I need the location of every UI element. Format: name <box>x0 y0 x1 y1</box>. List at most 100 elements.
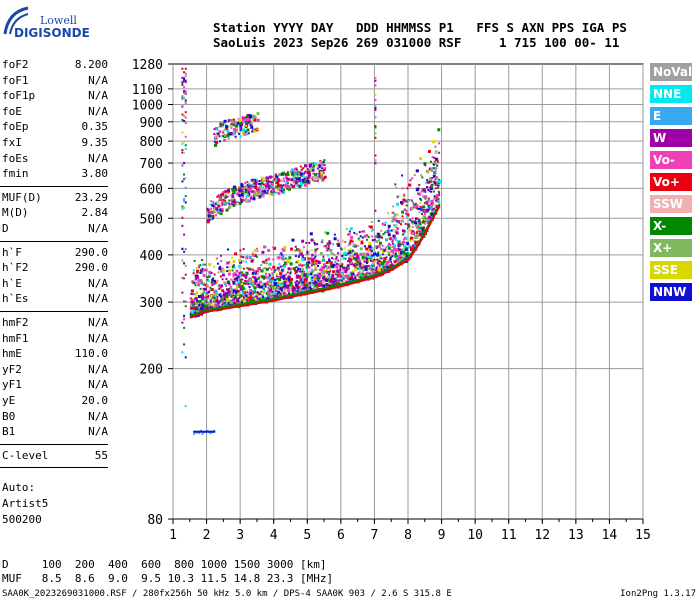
echo-point <box>405 209 408 212</box>
echo-point <box>183 318 186 321</box>
echo-point <box>290 268 293 271</box>
echo-point <box>227 272 231 276</box>
echo-point <box>303 276 306 279</box>
param-row: yF1 N/A <box>2 378 108 393</box>
echo-point <box>224 196 227 199</box>
echo-point <box>183 178 186 181</box>
echo-point <box>306 179 310 183</box>
echo-point <box>296 280 299 283</box>
echo-point <box>426 217 429 220</box>
param-value: 23.29 <box>74 190 108 204</box>
echo-point <box>349 239 353 243</box>
echo-point <box>311 168 315 172</box>
echo-point <box>415 226 418 229</box>
echo-point <box>217 195 220 198</box>
echo-point <box>236 293 239 296</box>
echo-point <box>243 186 247 190</box>
echo-point <box>426 220 429 223</box>
echo-point <box>194 297 198 301</box>
echo-point <box>231 193 234 196</box>
echo-point <box>274 187 277 190</box>
echo-point <box>217 204 220 207</box>
echo-point <box>383 263 386 266</box>
echo-point <box>283 284 286 287</box>
echo-point <box>391 249 395 253</box>
echo-point <box>428 215 432 219</box>
echo-point <box>301 167 304 170</box>
param-name: fxI <box>2 136 22 149</box>
echo-point <box>303 273 306 276</box>
echo-point <box>265 267 269 271</box>
echo-point <box>246 116 249 119</box>
echo-point <box>418 241 421 244</box>
echo-point <box>216 295 219 298</box>
echo-point <box>297 255 300 258</box>
echo-point <box>267 181 271 185</box>
echo-point <box>223 128 226 131</box>
echo-point <box>237 279 240 282</box>
echo-point <box>197 295 201 299</box>
logo-line1: Lowell <box>40 14 77 27</box>
echo-point <box>350 275 353 278</box>
param-value: 110.0 <box>74 347 108 361</box>
echo-point <box>211 279 214 282</box>
echo-point <box>347 260 350 263</box>
echo-point <box>225 277 228 280</box>
echo-point <box>283 261 287 265</box>
echo-point <box>183 316 186 319</box>
echo-point <box>211 217 214 220</box>
echo-point <box>184 72 187 75</box>
echo-point <box>410 254 413 257</box>
echo-point <box>275 257 278 260</box>
echo-point <box>236 130 239 133</box>
param-value: N/A <box>88 362 108 376</box>
echo-point <box>206 219 210 223</box>
x-tick-label: 8 <box>404 528 412 543</box>
echo-point <box>248 188 251 191</box>
echo-point <box>389 258 392 261</box>
echo-point <box>328 241 332 245</box>
echo-point <box>181 216 184 219</box>
param-row: foF1p N/A <box>2 89 108 104</box>
param-separator <box>0 443 108 445</box>
echo-point <box>208 430 211 433</box>
echo-point <box>255 292 258 295</box>
echo-point <box>363 273 366 276</box>
echo-point <box>414 221 418 225</box>
echo-point <box>283 281 287 285</box>
echo-point <box>323 169 326 172</box>
echo-point <box>201 282 204 285</box>
param-row: h`F 290.0 <box>2 246 108 261</box>
echo-point <box>313 241 316 244</box>
echo-point <box>292 291 295 294</box>
echo-point <box>399 241 402 244</box>
footer-version: Ion2Png 1.3.17 <box>620 589 696 599</box>
echo-point <box>318 166 321 169</box>
echo-point <box>273 278 276 281</box>
echo-point <box>430 220 433 223</box>
echo-point <box>184 264 187 267</box>
echo-point <box>316 243 319 246</box>
echo-point <box>401 229 405 233</box>
echo-point <box>303 257 307 261</box>
echo-point <box>356 255 360 259</box>
echo-point <box>283 292 287 296</box>
echo-point <box>250 259 254 263</box>
param-row: foF1 N/A <box>2 74 108 89</box>
echo-point <box>218 284 221 287</box>
echo-point <box>207 211 210 214</box>
echo-point <box>328 258 331 261</box>
echo-point <box>402 243 405 246</box>
echo-point <box>434 168 437 171</box>
echo-point <box>411 201 414 204</box>
echo-point <box>314 248 317 251</box>
echo-point <box>388 237 391 240</box>
echo-point <box>363 234 367 238</box>
echo-point <box>392 228 395 231</box>
echo-point <box>181 98 184 101</box>
echo-point <box>361 255 365 259</box>
echo-point <box>184 81 187 84</box>
echo-point <box>216 211 219 214</box>
echo-point <box>183 120 186 123</box>
echo-point <box>301 178 304 181</box>
